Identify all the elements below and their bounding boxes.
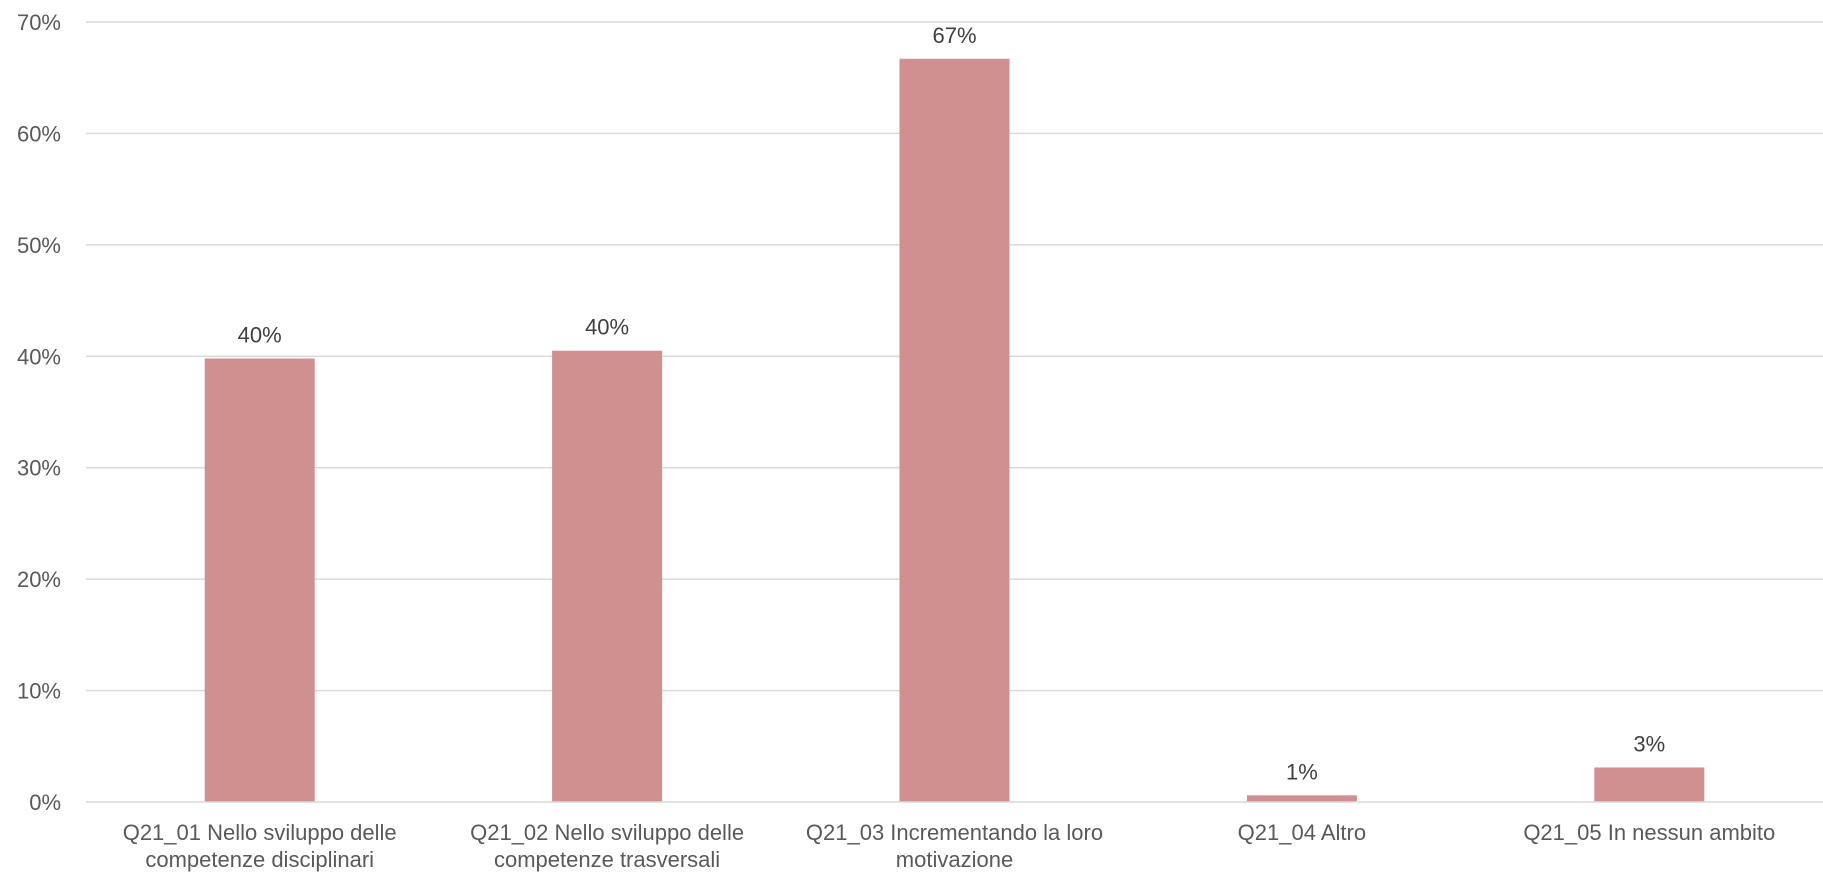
y-tick-label: 20% bbox=[17, 567, 61, 592]
y-tick-label: 10% bbox=[17, 679, 61, 704]
category-label: motivazione bbox=[896, 847, 1013, 872]
data-labels: 40% 40% 67% 1% 3% bbox=[238, 23, 1666, 785]
category-label: competenze disciplinari bbox=[145, 847, 374, 872]
bar bbox=[552, 350, 663, 802]
y-tick-label: 60% bbox=[17, 121, 61, 146]
category-label: Q21_02 Nello sviluppo delle bbox=[470, 820, 744, 845]
data-label: 40% bbox=[238, 323, 282, 348]
y-axis-tick-labels: 0% 10% 20% 30% 40% 50% 60% 70% bbox=[17, 10, 61, 815]
bar bbox=[204, 358, 315, 802]
bar bbox=[1594, 767, 1705, 802]
data-label: 1% bbox=[1286, 759, 1318, 784]
bars bbox=[204, 58, 1705, 803]
category-label: Q21_05 In nessun ambito bbox=[1523, 820, 1775, 845]
data-label: 40% bbox=[585, 315, 629, 340]
data-label: 3% bbox=[1633, 731, 1665, 756]
category-label: Q21_03 Incrementando la loro bbox=[806, 820, 1103, 845]
bar bbox=[899, 58, 1010, 803]
category-label: Q21_04 Altro bbox=[1238, 820, 1366, 845]
data-label: 67% bbox=[932, 23, 976, 48]
y-tick-label: 70% bbox=[17, 10, 61, 35]
category-label: competenze trasversali bbox=[494, 847, 720, 872]
y-tick-label: 30% bbox=[17, 456, 61, 481]
category-label: Q21_01 Nello sviluppo delle bbox=[123, 820, 397, 845]
y-tick-label: 0% bbox=[29, 790, 61, 815]
y-tick-label: 50% bbox=[17, 233, 61, 258]
y-tick-label: 40% bbox=[17, 344, 61, 369]
bar bbox=[1246, 795, 1357, 802]
